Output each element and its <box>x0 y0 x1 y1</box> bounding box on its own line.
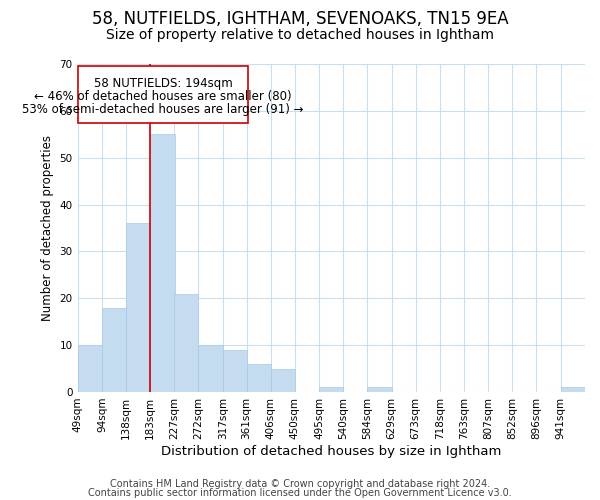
Bar <box>77 345 102 392</box>
Bar <box>367 388 392 392</box>
Bar <box>150 134 175 392</box>
Y-axis label: Number of detached properties: Number of detached properties <box>41 135 54 321</box>
Bar <box>560 388 585 392</box>
Bar <box>102 308 127 392</box>
Bar <box>319 388 343 392</box>
Bar <box>77 66 248 122</box>
Bar <box>271 368 295 392</box>
Bar <box>126 224 150 392</box>
Text: Contains public sector information licensed under the Open Government Licence v3: Contains public sector information licen… <box>88 488 512 498</box>
Bar <box>223 350 247 392</box>
X-axis label: Distribution of detached houses by size in Ightham: Distribution of detached houses by size … <box>161 444 502 458</box>
Bar <box>174 294 199 392</box>
Text: Contains HM Land Registry data © Crown copyright and database right 2024.: Contains HM Land Registry data © Crown c… <box>110 479 490 489</box>
Text: ← 46% of detached houses are smaller (80): ← 46% of detached houses are smaller (80… <box>34 90 292 103</box>
Bar <box>247 364 271 392</box>
Text: Size of property relative to detached houses in Ightham: Size of property relative to detached ho… <box>106 28 494 42</box>
Text: 58, NUTFIELDS, IGHTHAM, SEVENOAKS, TN15 9EA: 58, NUTFIELDS, IGHTHAM, SEVENOAKS, TN15 … <box>92 10 508 28</box>
Text: 53% of semi-detached houses are larger (91) →: 53% of semi-detached houses are larger (… <box>22 103 304 116</box>
Bar <box>199 345 223 392</box>
Text: 58 NUTFIELDS: 194sqm: 58 NUTFIELDS: 194sqm <box>94 76 232 90</box>
